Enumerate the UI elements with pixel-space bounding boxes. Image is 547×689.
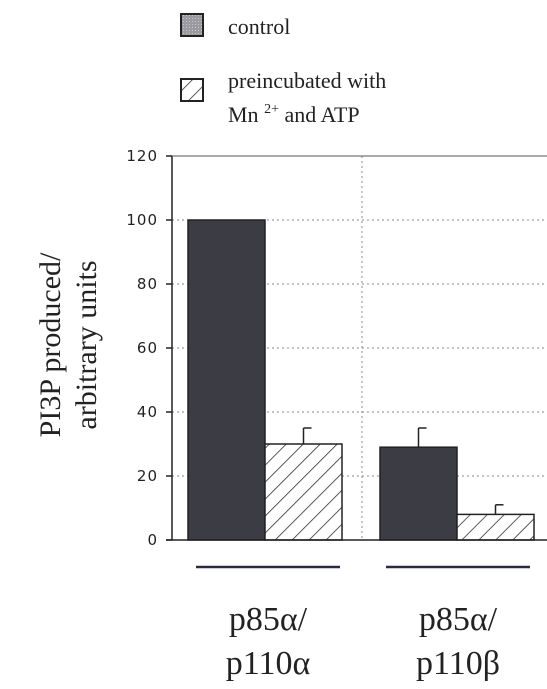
category-labels: p85α/p110α p85α/p110β (196, 565, 530, 682)
bar-control-0 (187, 219, 266, 541)
y-axis-label-line2: arbitrary units (70, 260, 103, 429)
legend-swatch-control (180, 13, 204, 37)
y-axis-ticks: 0 20 40 60 80 100 120 (126, 147, 172, 549)
y-tick-label-120: 120 (126, 147, 158, 165)
category-label-1-line2: p110β (416, 645, 500, 682)
legend-label-control: control (228, 14, 290, 39)
y-tick-label-20: 20 (137, 467, 158, 485)
legend: control preincubated with Mn 2+ and ATP (180, 13, 386, 127)
y-tick-label-80: 80 (137, 275, 158, 293)
y-tick-label-100: 100 (126, 211, 158, 229)
y-tick-label-40: 40 (137, 403, 158, 421)
legend-label-treated-line1: preincubated with (228, 68, 386, 93)
bar-control-1 (379, 446, 458, 541)
category-label-1-line1: p85α/ (419, 601, 498, 638)
y-axis-label-line1: PI3P produced/ (34, 252, 67, 437)
legend-label-treated-line2: Mn 2+ and ATP (228, 102, 360, 127)
grid (172, 155, 547, 540)
y-tick-label-60: 60 (137, 339, 158, 357)
legend-swatch-treated (180, 78, 204, 102)
axes (166, 155, 547, 541)
bar-treated-1 (456, 513, 535, 541)
category-label-0-line2: p110α (226, 645, 311, 682)
bar-treated-0 (264, 443, 343, 541)
y-axis-label: PI3P produced/ arbitrary units (34, 252, 103, 437)
y-tick-label-0: 0 (147, 531, 158, 549)
category-label-0-line1: p85α/ (229, 601, 308, 638)
bars (187, 219, 535, 541)
